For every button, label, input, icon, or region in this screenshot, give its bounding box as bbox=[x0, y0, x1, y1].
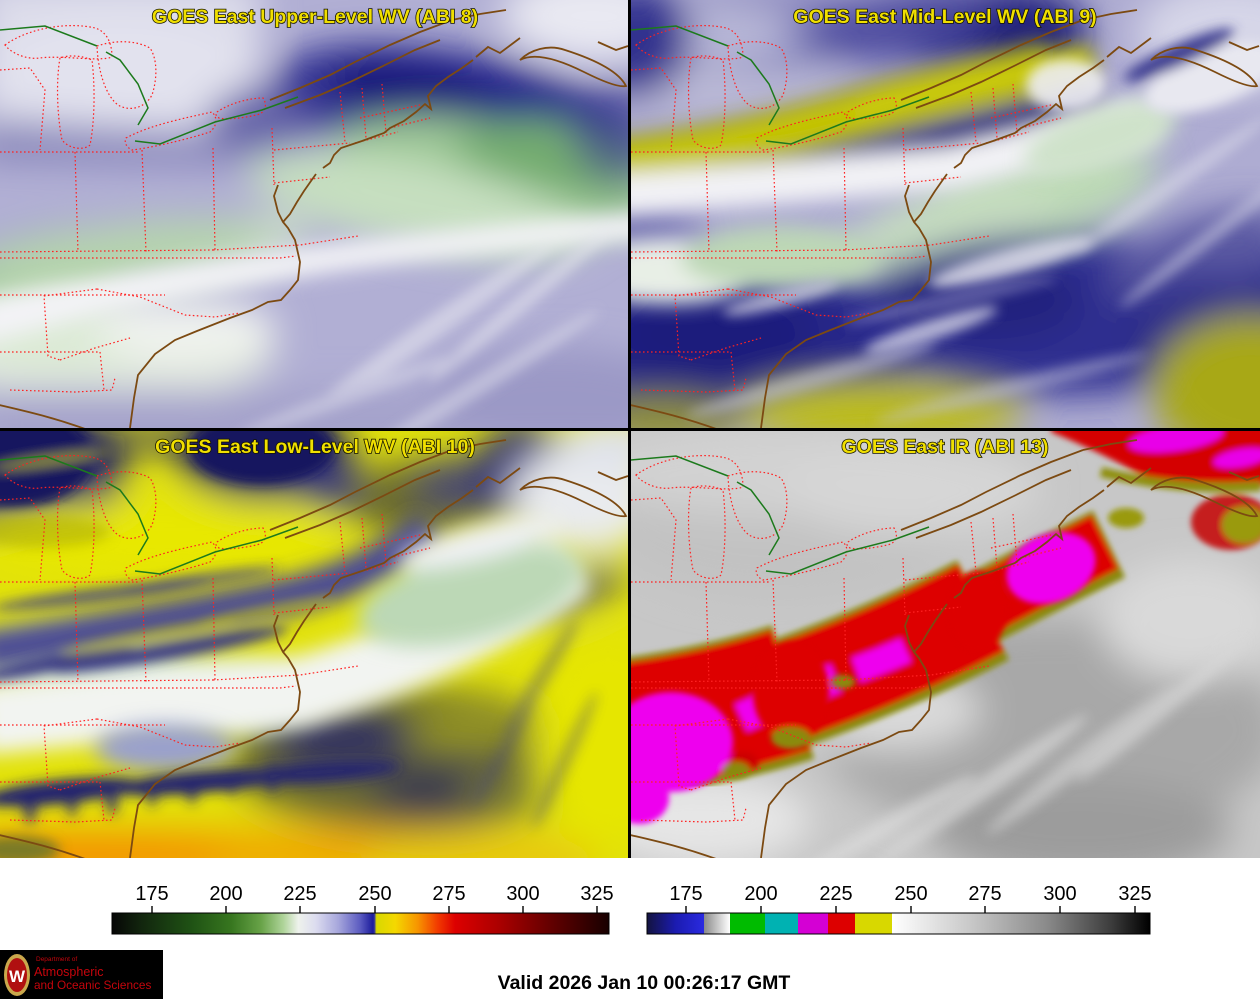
svg-text:325: 325 bbox=[580, 883, 613, 905]
svg-text:275: 275 bbox=[968, 883, 1001, 905]
svg-text:GOES East Low-Level WV (ABI 10: GOES East Low-Level WV (ABI 10) bbox=[155, 436, 475, 458]
svg-text:200: 200 bbox=[744, 883, 777, 905]
svg-text:250: 250 bbox=[358, 883, 391, 905]
svg-text:and Oceanic Sciences: and Oceanic Sciences bbox=[34, 978, 151, 992]
svg-text:GOES East Upper-Level WV (ABI: GOES East Upper-Level WV (ABI 8) bbox=[152, 6, 478, 28]
svg-text:W: W bbox=[9, 967, 26, 986]
svg-text:Valid 2026 Jan 10 00:26:17 GMT: Valid 2026 Jan 10 00:26:17 GMT bbox=[498, 972, 791, 994]
svg-text:Department of: Department of bbox=[36, 956, 77, 963]
svg-text:225: 225 bbox=[283, 883, 316, 905]
svg-text:200: 200 bbox=[209, 883, 242, 905]
svg-text:275: 275 bbox=[432, 883, 465, 905]
svg-text:325: 325 bbox=[1118, 883, 1151, 905]
svg-text:GOES East Mid-Level WV (ABI 9): GOES East Mid-Level WV (ABI 9) bbox=[793, 6, 1096, 28]
svg-text:Atmospheric: Atmospheric bbox=[34, 965, 103, 979]
svg-text:175: 175 bbox=[669, 883, 702, 905]
svg-text:250: 250 bbox=[894, 883, 927, 905]
svg-text:225: 225 bbox=[819, 883, 852, 905]
svg-text:175: 175 bbox=[135, 883, 168, 905]
svg-text:GOES East IR (ABI 13): GOES East IR (ABI 13) bbox=[842, 436, 1049, 458]
svg-text:300: 300 bbox=[1043, 883, 1076, 905]
svg-text:300: 300 bbox=[506, 883, 539, 905]
